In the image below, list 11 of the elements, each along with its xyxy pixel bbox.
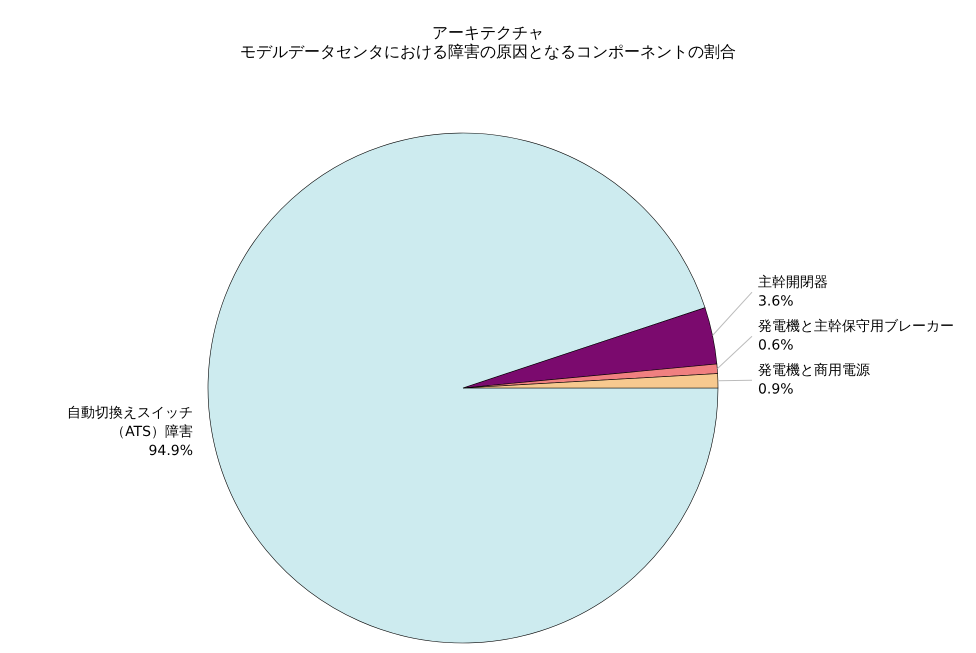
slice-label: 主幹開閉器	[758, 274, 828, 291]
pie-slice	[208, 132, 718, 644]
slice-label: 発電機と商用電源	[758, 362, 870, 379]
data-label: 3.6%	[758, 294, 794, 310]
chart-title: アーキテクチャ	[432, 23, 544, 42]
data-label: 94.9%	[148, 442, 193, 459]
data-label: 0.9%	[758, 382, 794, 398]
data-label: 0.6%	[758, 338, 794, 354]
slice-label: 発電機と主幹保守用ブレーカー	[758, 318, 954, 335]
slice-label: 自動切換えスイッチ（ATS）障害	[67, 404, 193, 440]
chart-subtitle: モデルデータセンタにおける障害の原因となるコンポーネントの割合	[240, 42, 736, 61]
